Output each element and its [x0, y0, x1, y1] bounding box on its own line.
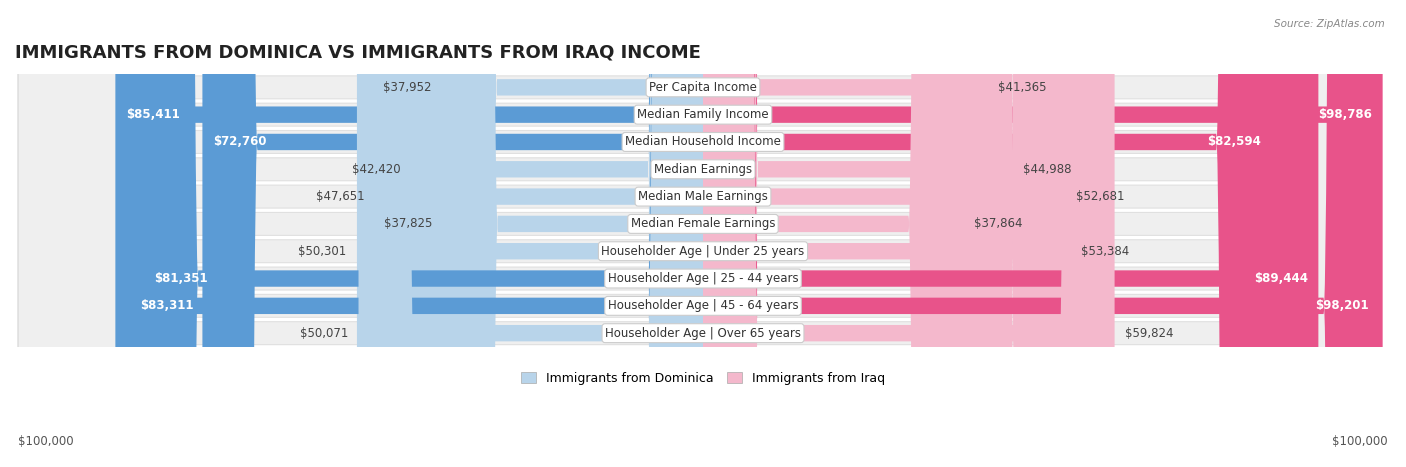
FancyBboxPatch shape	[18, 0, 1381, 467]
Text: $59,824: $59,824	[1125, 327, 1174, 340]
Text: Median Family Income: Median Family Income	[637, 108, 769, 121]
Text: Householder Age | 25 - 44 years: Householder Age | 25 - 44 years	[607, 272, 799, 285]
Text: $50,071: $50,071	[299, 327, 349, 340]
Text: $37,952: $37,952	[382, 81, 432, 94]
Text: Source: ZipAtlas.com: Source: ZipAtlas.com	[1274, 19, 1385, 28]
Text: $50,301: $50,301	[298, 245, 347, 258]
Text: $89,444: $89,444	[1254, 272, 1308, 285]
FancyBboxPatch shape	[18, 0, 1381, 467]
FancyBboxPatch shape	[703, 0, 963, 467]
FancyBboxPatch shape	[18, 0, 1381, 467]
FancyBboxPatch shape	[18, 0, 1381, 467]
FancyBboxPatch shape	[18, 0, 1381, 467]
Text: $100,000: $100,000	[1331, 435, 1388, 448]
Text: $42,420: $42,420	[353, 163, 401, 176]
Text: $37,864: $37,864	[974, 218, 1022, 230]
Text: Median Male Earnings: Median Male Earnings	[638, 190, 768, 203]
FancyBboxPatch shape	[18, 0, 1381, 467]
Text: $47,651: $47,651	[316, 190, 364, 203]
FancyBboxPatch shape	[18, 0, 1381, 467]
FancyBboxPatch shape	[18, 0, 1381, 467]
FancyBboxPatch shape	[703, 0, 1070, 467]
FancyBboxPatch shape	[703, 0, 1271, 467]
FancyBboxPatch shape	[375, 0, 703, 467]
Text: $83,311: $83,311	[141, 299, 194, 312]
Text: $52,681: $52,681	[1076, 190, 1125, 203]
FancyBboxPatch shape	[115, 0, 703, 467]
FancyBboxPatch shape	[18, 0, 1381, 467]
FancyBboxPatch shape	[143, 0, 703, 467]
FancyBboxPatch shape	[359, 0, 703, 467]
Text: $37,825: $37,825	[384, 218, 433, 230]
Text: IMMIGRANTS FROM DOMINICA VS IMMIGRANTS FROM IRAQ INCOME: IMMIGRANTS FROM DOMINICA VS IMMIGRANTS F…	[15, 43, 700, 61]
Text: $98,201: $98,201	[1315, 299, 1368, 312]
FancyBboxPatch shape	[443, 0, 703, 467]
Text: Householder Age | Over 65 years: Householder Age | Over 65 years	[605, 327, 801, 340]
FancyBboxPatch shape	[703, 0, 1012, 467]
FancyBboxPatch shape	[703, 0, 1066, 467]
Text: Median Household Income: Median Household Income	[626, 135, 780, 149]
FancyBboxPatch shape	[18, 0, 1381, 467]
FancyBboxPatch shape	[357, 0, 703, 467]
Text: $81,351: $81,351	[153, 272, 207, 285]
FancyBboxPatch shape	[703, 0, 1319, 467]
Legend: Immigrants from Dominica, Immigrants from Iraq: Immigrants from Dominica, Immigrants fro…	[516, 367, 890, 390]
Text: $44,988: $44,988	[1022, 163, 1071, 176]
Text: Median Female Earnings: Median Female Earnings	[631, 218, 775, 230]
FancyBboxPatch shape	[703, 0, 987, 467]
Text: $100,000: $100,000	[18, 435, 75, 448]
Text: Per Capita Income: Per Capita Income	[650, 81, 756, 94]
FancyBboxPatch shape	[703, 0, 1382, 467]
Text: Householder Age | Under 25 years: Householder Age | Under 25 years	[602, 245, 804, 258]
Text: Householder Age | 45 - 64 years: Householder Age | 45 - 64 years	[607, 299, 799, 312]
Text: $82,594: $82,594	[1208, 135, 1261, 149]
Text: Median Earnings: Median Earnings	[654, 163, 752, 176]
FancyBboxPatch shape	[441, 0, 703, 467]
Text: $85,411: $85,411	[125, 108, 180, 121]
Text: $53,384: $53,384	[1081, 245, 1129, 258]
FancyBboxPatch shape	[411, 0, 703, 467]
Text: $72,760: $72,760	[212, 135, 266, 149]
FancyBboxPatch shape	[703, 0, 1379, 467]
Text: $41,365: $41,365	[998, 81, 1046, 94]
FancyBboxPatch shape	[202, 0, 703, 467]
FancyBboxPatch shape	[129, 0, 703, 467]
Text: $98,786: $98,786	[1319, 108, 1372, 121]
FancyBboxPatch shape	[703, 0, 1115, 467]
